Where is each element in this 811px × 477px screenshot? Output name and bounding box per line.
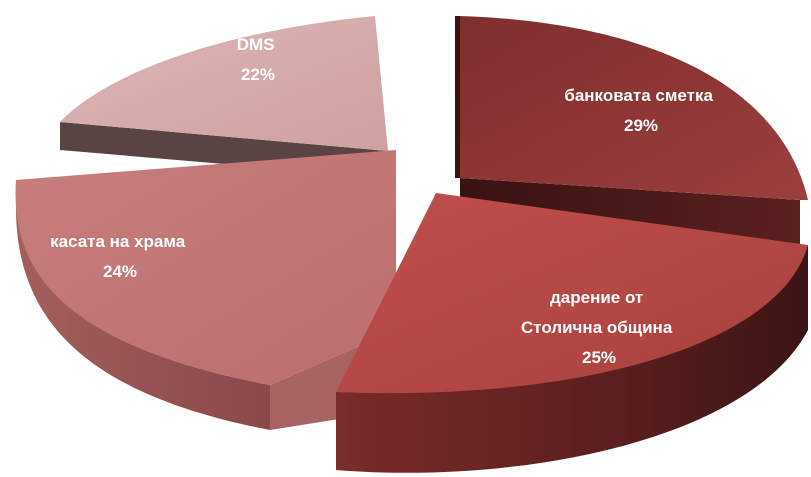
label-dms: DMS 22% — [237, 35, 280, 84]
slice-dms-top — [60, 16, 388, 151]
label-bank-account: банковата сметка 29% — [564, 86, 717, 135]
slice-municipality-donation-side — [336, 245, 808, 473]
label-bank-account-percent: 29% — [624, 116, 658, 135]
label-bank-account-line: банковата сметка — [564, 86, 713, 105]
label-municipality-donation-line2: Столична община — [521, 318, 673, 337]
slice-temple-cash-top — [15, 150, 397, 385]
slice-dms — [60, 16, 392, 178]
label-municipality-donation: дарение от Столична община 25% — [521, 288, 677, 367]
label-temple-cash-percent: 24% — [103, 262, 137, 281]
label-temple-cash: касата на храма 24% — [50, 232, 190, 281]
slice-municipality-donation-top — [336, 193, 808, 394]
label-municipality-donation-line1: дарение от — [550, 288, 643, 307]
slice-labels: DMS 22% банковата сметка 29% касата на х… — [50, 35, 717, 367]
label-dms-line: DMS — [237, 35, 275, 54]
slice-bank-account-side-left — [455, 16, 460, 178]
label-dms-percent: 22% — [241, 65, 275, 84]
slice-bank-account-top — [460, 16, 808, 200]
label-municipality-donation-percent: 25% — [582, 348, 616, 367]
slice-municipality-donation — [336, 193, 808, 473]
label-temple-cash-line: касата на храма — [50, 232, 186, 251]
